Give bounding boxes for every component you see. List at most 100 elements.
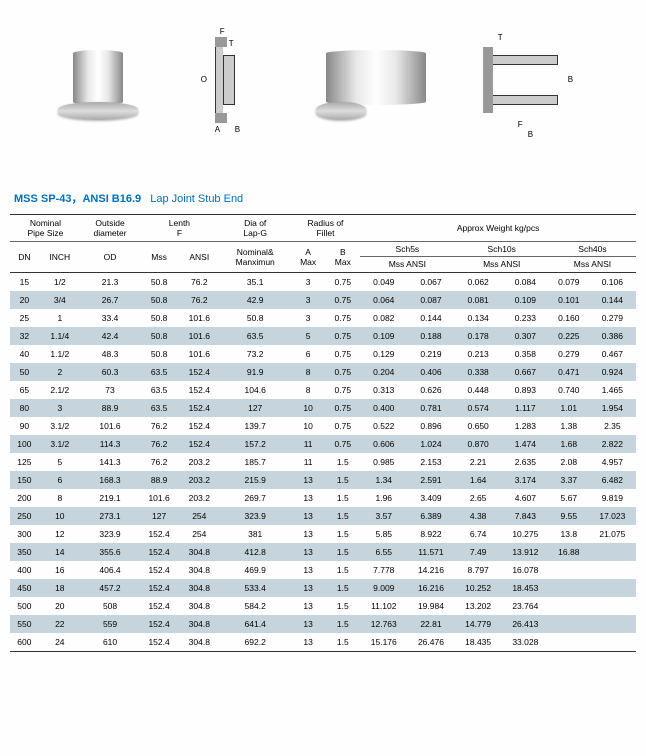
cell-s10m: 6.74 bbox=[455, 525, 502, 543]
cell-inch: 8 bbox=[39, 489, 81, 507]
cell-s5a: 0.781 bbox=[407, 399, 454, 417]
cell-bm: 1.5 bbox=[325, 543, 360, 561]
cell-inch: 22 bbox=[39, 615, 81, 633]
cell-la: 101.6 bbox=[179, 309, 220, 327]
cell-dn: 32 bbox=[10, 327, 39, 345]
cell-lm: 50.8 bbox=[139, 291, 179, 309]
cell-inch: 2 bbox=[39, 363, 81, 381]
cell-lm: 127 bbox=[139, 507, 179, 525]
hdr-dn: DN bbox=[10, 242, 39, 273]
cell-od: 73 bbox=[81, 381, 139, 399]
hdr-nominal-pipe: NominalPipe Size bbox=[10, 215, 81, 242]
cell-lm: 152.4 bbox=[139, 579, 179, 597]
cell-dg: 584.2 bbox=[220, 597, 291, 615]
cell-s5m: 6.55 bbox=[360, 543, 407, 561]
cell-od: 21.3 bbox=[81, 273, 139, 292]
cell-od: 101.6 bbox=[81, 417, 139, 435]
cell-s5m: 0.049 bbox=[360, 273, 407, 292]
cell-s40a: 2.822 bbox=[589, 435, 636, 453]
cell-s10m: 2.21 bbox=[455, 453, 502, 471]
cell-dn: 25 bbox=[10, 309, 39, 327]
cell-od: 457.2 bbox=[81, 579, 139, 597]
cell-s10a: 13.912 bbox=[502, 543, 549, 561]
cell-dn: 250 bbox=[10, 507, 39, 525]
cell-s40a: 0.924 bbox=[589, 363, 636, 381]
cell-s10a: 0.233 bbox=[502, 309, 549, 327]
table-row: 25133.450.8101.650.830.750.0820.1440.134… bbox=[10, 309, 636, 327]
cell-la: 304.8 bbox=[179, 561, 220, 579]
cell-s5m: 15.176 bbox=[360, 633, 407, 652]
cell-s10m: 0.178 bbox=[455, 327, 502, 345]
hdr-dia-lap: Dia ofLap-G bbox=[220, 215, 291, 242]
cell-am: 3 bbox=[291, 309, 326, 327]
cell-bm: 0.75 bbox=[325, 309, 360, 327]
cell-dn: 125 bbox=[10, 453, 39, 471]
cell-s10m: 10.252 bbox=[455, 579, 502, 597]
cell-la: 304.8 bbox=[179, 543, 220, 561]
cell-s10m: 0.448 bbox=[455, 381, 502, 399]
cell-dg: 185.7 bbox=[220, 453, 291, 471]
table-row: 30012323.9152.4254381131.55.858.9226.741… bbox=[10, 525, 636, 543]
cell-s10m: 0.650 bbox=[455, 417, 502, 435]
cell-lm: 50.8 bbox=[139, 327, 179, 345]
cell-s40m: 3.37 bbox=[549, 471, 589, 489]
cell-s5a: 3.409 bbox=[407, 489, 454, 507]
cell-s5a: 19.984 bbox=[407, 597, 454, 615]
hdr-sch10s: Sch10s bbox=[455, 242, 549, 257]
cell-s40a: 6.482 bbox=[589, 471, 636, 489]
hdr-length: LenthF bbox=[139, 215, 219, 242]
table-row: 25010273.1127254323.9131.53.576.3894.387… bbox=[10, 507, 636, 525]
table-row: 50020508152.4304.8584.2131.511.10219.984… bbox=[10, 597, 636, 615]
technical-drawing-long: T B F B bbox=[478, 25, 598, 145]
cell-od: 610 bbox=[81, 633, 139, 652]
cell-s40m: 0.471 bbox=[549, 363, 589, 381]
cell-am: 13 bbox=[291, 525, 326, 543]
cell-s40a bbox=[589, 543, 636, 561]
cell-dg: 469.9 bbox=[220, 561, 291, 579]
cell-s40a: 1.954 bbox=[589, 399, 636, 417]
cell-bm: 1.5 bbox=[325, 579, 360, 597]
cell-s40a: 0.106 bbox=[589, 273, 636, 292]
cell-s5m: 12.763 bbox=[360, 615, 407, 633]
cell-od: 406.4 bbox=[81, 561, 139, 579]
cell-s40a: 0.144 bbox=[589, 291, 636, 309]
cell-inch: 24 bbox=[39, 633, 81, 652]
product-photo-long bbox=[311, 40, 441, 130]
cell-la: 101.6 bbox=[179, 327, 220, 345]
cell-s10a: 10.275 bbox=[502, 525, 549, 543]
cell-la: 152.4 bbox=[179, 417, 220, 435]
cell-dn: 450 bbox=[10, 579, 39, 597]
cell-s10a: 4.607 bbox=[502, 489, 549, 507]
cell-od: 26.7 bbox=[81, 291, 139, 309]
cell-s40a: 17.023 bbox=[589, 507, 636, 525]
cell-bm: 0.75 bbox=[325, 273, 360, 292]
title-code: MSS SP-43，ANSI B16.9 bbox=[14, 193, 141, 205]
dim-label-F2: F bbox=[518, 120, 523, 129]
cell-s40m bbox=[549, 579, 589, 597]
hdr-approx-weight: Approx Weight kg/pcs bbox=[360, 215, 636, 242]
cell-s5m: 0.400 bbox=[360, 399, 407, 417]
cell-dg: 91.9 bbox=[220, 363, 291, 381]
cell-s10m: 0.213 bbox=[455, 345, 502, 363]
cell-lm: 50.8 bbox=[139, 273, 179, 292]
cell-am: 13 bbox=[291, 543, 326, 561]
cell-bm: 0.75 bbox=[325, 291, 360, 309]
cell-la: 254 bbox=[179, 507, 220, 525]
cell-s5m: 11.102 bbox=[360, 597, 407, 615]
cell-s10a: 3.174 bbox=[502, 471, 549, 489]
cell-od: 273.1 bbox=[81, 507, 139, 525]
cell-bm: 0.75 bbox=[325, 345, 360, 363]
cell-lm: 152.4 bbox=[139, 615, 179, 633]
cell-s10a: 23.764 bbox=[502, 597, 549, 615]
cell-am: 3 bbox=[291, 273, 326, 292]
cell-od: 33.4 bbox=[81, 309, 139, 327]
cell-s40m bbox=[549, 615, 589, 633]
cell-dg: 323.9 bbox=[220, 507, 291, 525]
cell-s40a: 4.957 bbox=[589, 453, 636, 471]
cell-s10m: 0.062 bbox=[455, 273, 502, 292]
cell-dn: 40 bbox=[10, 345, 39, 363]
cell-s5m: 0.064 bbox=[360, 291, 407, 309]
cell-dg: 139.7 bbox=[220, 417, 291, 435]
cell-s5m: 0.522 bbox=[360, 417, 407, 435]
cell-am: 13 bbox=[291, 561, 326, 579]
